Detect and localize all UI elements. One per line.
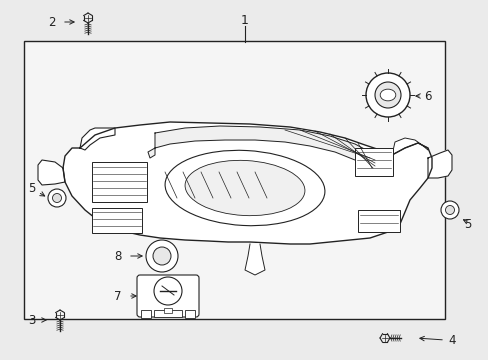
- Circle shape: [374, 82, 400, 108]
- Circle shape: [52, 194, 61, 202]
- Polygon shape: [148, 126, 374, 165]
- Polygon shape: [80, 128, 115, 150]
- Text: 2: 2: [48, 15, 56, 28]
- Text: 1: 1: [240, 13, 248, 27]
- Text: 8: 8: [114, 249, 122, 262]
- Bar: [92, 208, 142, 233]
- Text: 6: 6: [424, 90, 431, 103]
- Bar: [357, 210, 399, 232]
- Bar: [141, 310, 151, 318]
- Text: 3: 3: [28, 314, 36, 327]
- Ellipse shape: [184, 160, 305, 216]
- Bar: [24, 41, 444, 319]
- Circle shape: [154, 277, 182, 305]
- Circle shape: [48, 189, 66, 207]
- Bar: [154, 310, 182, 317]
- Circle shape: [440, 201, 458, 219]
- Polygon shape: [244, 244, 264, 275]
- Text: 5: 5: [464, 217, 471, 230]
- Polygon shape: [38, 160, 65, 185]
- Ellipse shape: [380, 89, 395, 101]
- FancyBboxPatch shape: [137, 275, 199, 317]
- Bar: [92, 162, 147, 202]
- Bar: [163, 308, 172, 313]
- Ellipse shape: [165, 150, 324, 226]
- Polygon shape: [391, 138, 427, 155]
- Circle shape: [445, 206, 453, 215]
- Text: 5: 5: [28, 181, 36, 194]
- Bar: [354, 148, 392, 176]
- Bar: [184, 310, 195, 318]
- Polygon shape: [427, 150, 451, 178]
- Polygon shape: [63, 122, 431, 244]
- Circle shape: [153, 247, 171, 265]
- Text: 7: 7: [114, 289, 122, 302]
- Circle shape: [365, 73, 409, 117]
- Circle shape: [146, 240, 178, 272]
- Text: 4: 4: [447, 333, 455, 346]
